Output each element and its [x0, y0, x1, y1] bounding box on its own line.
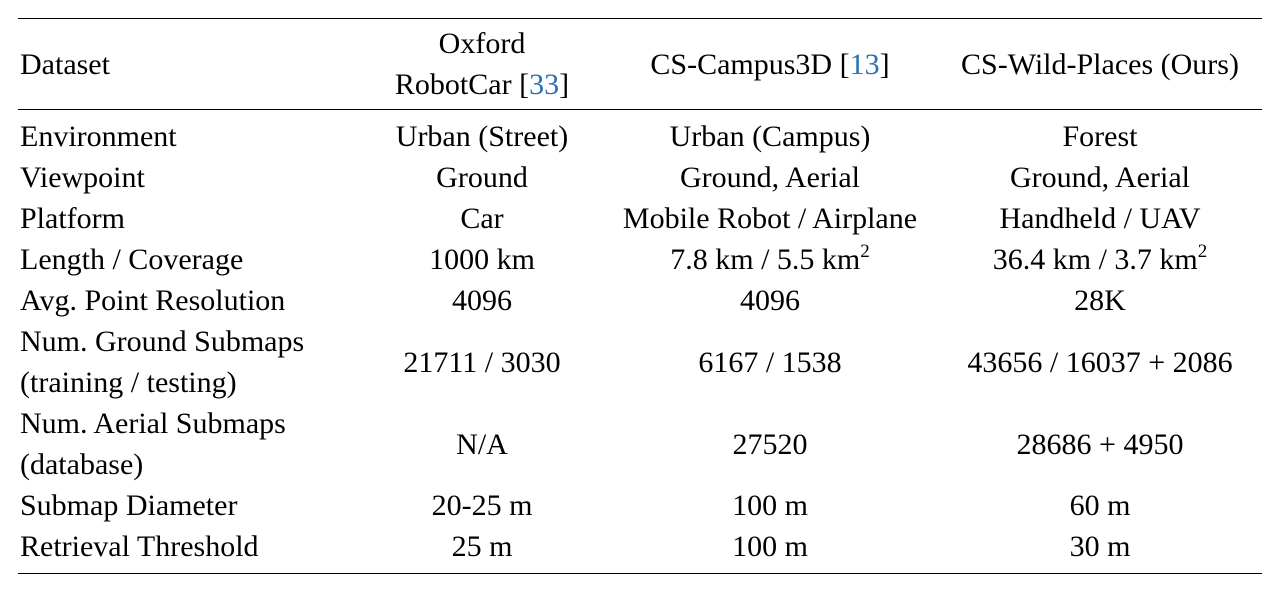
header-campus-text: CS-Campus3D [: [650, 47, 850, 81]
superscript-2: 2: [860, 241, 870, 262]
header-cs-wild-places: CS-Wild-Places (Ours): [961, 47, 1239, 81]
row-label: Submap Diameter: [20, 489, 238, 522]
cell-oxford: 25 m: [451, 530, 513, 563]
header-oxford-line1: Oxford: [438, 27, 526, 60]
cell-campus: Ground, Aerial: [680, 161, 860, 194]
row-label-line2: (database): [20, 448, 144, 481]
cell-oxford: 20-25 m: [431, 489, 533, 522]
row-label: Num. Ground Submaps (training / testing): [18, 321, 362, 403]
row-label: Retrieval Threshold: [20, 530, 259, 563]
table-row: Environment Urban (Street) Urban (Campus…: [18, 109, 1262, 158]
cell-campus: 27520: [732, 427, 808, 461]
cell-oxford: N/A: [456, 427, 508, 461]
table-row: Retrieval Threshold 25 m 100 m 30 m: [18, 526, 1262, 574]
row-label: Viewpoint: [20, 161, 145, 194]
cell-wild: 28K: [1074, 284, 1126, 317]
cell-oxford: 21711 / 3030: [403, 345, 561, 379]
row-label-line2: (training / testing): [20, 366, 237, 399]
cell-campus: Mobile Robot / Airplane: [622, 202, 918, 235]
cell-campus-text: 7.8 km / 5.5 km: [670, 243, 861, 276]
cell-wild: 43656 / 16037 + 2086: [967, 345, 1233, 379]
cell-campus: Urban (Campus): [669, 120, 871, 153]
row-label: Avg. Point Resolution: [20, 284, 286, 317]
row-label: Platform: [20, 202, 125, 235]
citation-link-13[interactable]: 13: [849, 47, 880, 81]
header-oxford-bracket: ]: [559, 68, 570, 101]
cell-wild-text: 36.4 km / 3.7 km: [992, 243, 1198, 276]
table-row: Submap Diameter 20-25 m 100 m 60 m: [18, 485, 1262, 526]
cell-campus: 6167 / 1538: [698, 345, 842, 379]
header-oxford-robotcar: Oxford RobotCar [33]: [362, 19, 602, 110]
cell-wild: Ground, Aerial: [1010, 161, 1190, 194]
cell-wild: 36.4 km / 3.7 km2: [938, 239, 1262, 280]
header-row: Dataset Oxford RobotCar [33] CS-Campus3D…: [18, 18, 1262, 110]
cell-wild: Handheld / UAV: [999, 202, 1201, 235]
table-row: Num. Ground Submaps (training / testing) …: [18, 321, 1262, 403]
cell-oxford: Car: [460, 202, 504, 235]
cell-campus: 4096: [740, 284, 800, 317]
row-label: Length / Coverage: [20, 243, 244, 276]
table-row: Avg. Point Resolution 4096 4096 28K: [18, 280, 1262, 321]
cell-wild: 60 m: [1069, 489, 1131, 522]
comparison-table-container: Dataset Oxford RobotCar [33] CS-Campus3D…: [18, 18, 1262, 574]
table-row: Platform Car Mobile Robot / Airplane Han…: [18, 198, 1262, 239]
cell-campus: 7.8 km / 5.5 km2: [602, 239, 938, 280]
table-row: Length / Coverage 1000 km 7.8 km / 5.5 k…: [18, 239, 1262, 280]
row-label-line1: Num. Ground Submaps: [20, 325, 305, 358]
cell-oxford: 4096: [452, 284, 512, 317]
header-dataset: Dataset: [20, 47, 110, 81]
table-row: Num. Aerial Submaps (database) N/A 27520 …: [18, 403, 1262, 485]
header-campus-bracket: ]: [879, 47, 890, 81]
row-label: Num. Aerial Submaps (database): [18, 403, 362, 485]
header-oxford-line2: RobotCar [: [394, 68, 530, 101]
cell-wild: 30 m: [1069, 530, 1131, 563]
superscript-2: 2: [1197, 241, 1208, 262]
cell-oxford: Ground: [436, 161, 528, 194]
cell-campus: 100 m: [732, 530, 808, 563]
citation-link-33[interactable]: 33: [529, 68, 560, 101]
table-row: Viewpoint Ground Ground, Aerial Ground, …: [18, 157, 1262, 198]
header-cs-campus3d: CS-Campus3D [13]: [602, 19, 938, 110]
row-label-line1: Num. Aerial Submaps: [20, 407, 286, 440]
row-label: Environment: [20, 120, 177, 153]
cell-oxford: Urban (Street): [395, 120, 569, 153]
cell-oxford: 1000 km: [429, 243, 535, 276]
dataset-comparison-table: Dataset Oxford RobotCar [33] CS-Campus3D…: [18, 18, 1262, 574]
cell-wild: 28686 + 4950: [1016, 427, 1184, 461]
cell-campus: 100 m: [732, 489, 808, 522]
cell-wild: Forest: [1062, 120, 1138, 153]
